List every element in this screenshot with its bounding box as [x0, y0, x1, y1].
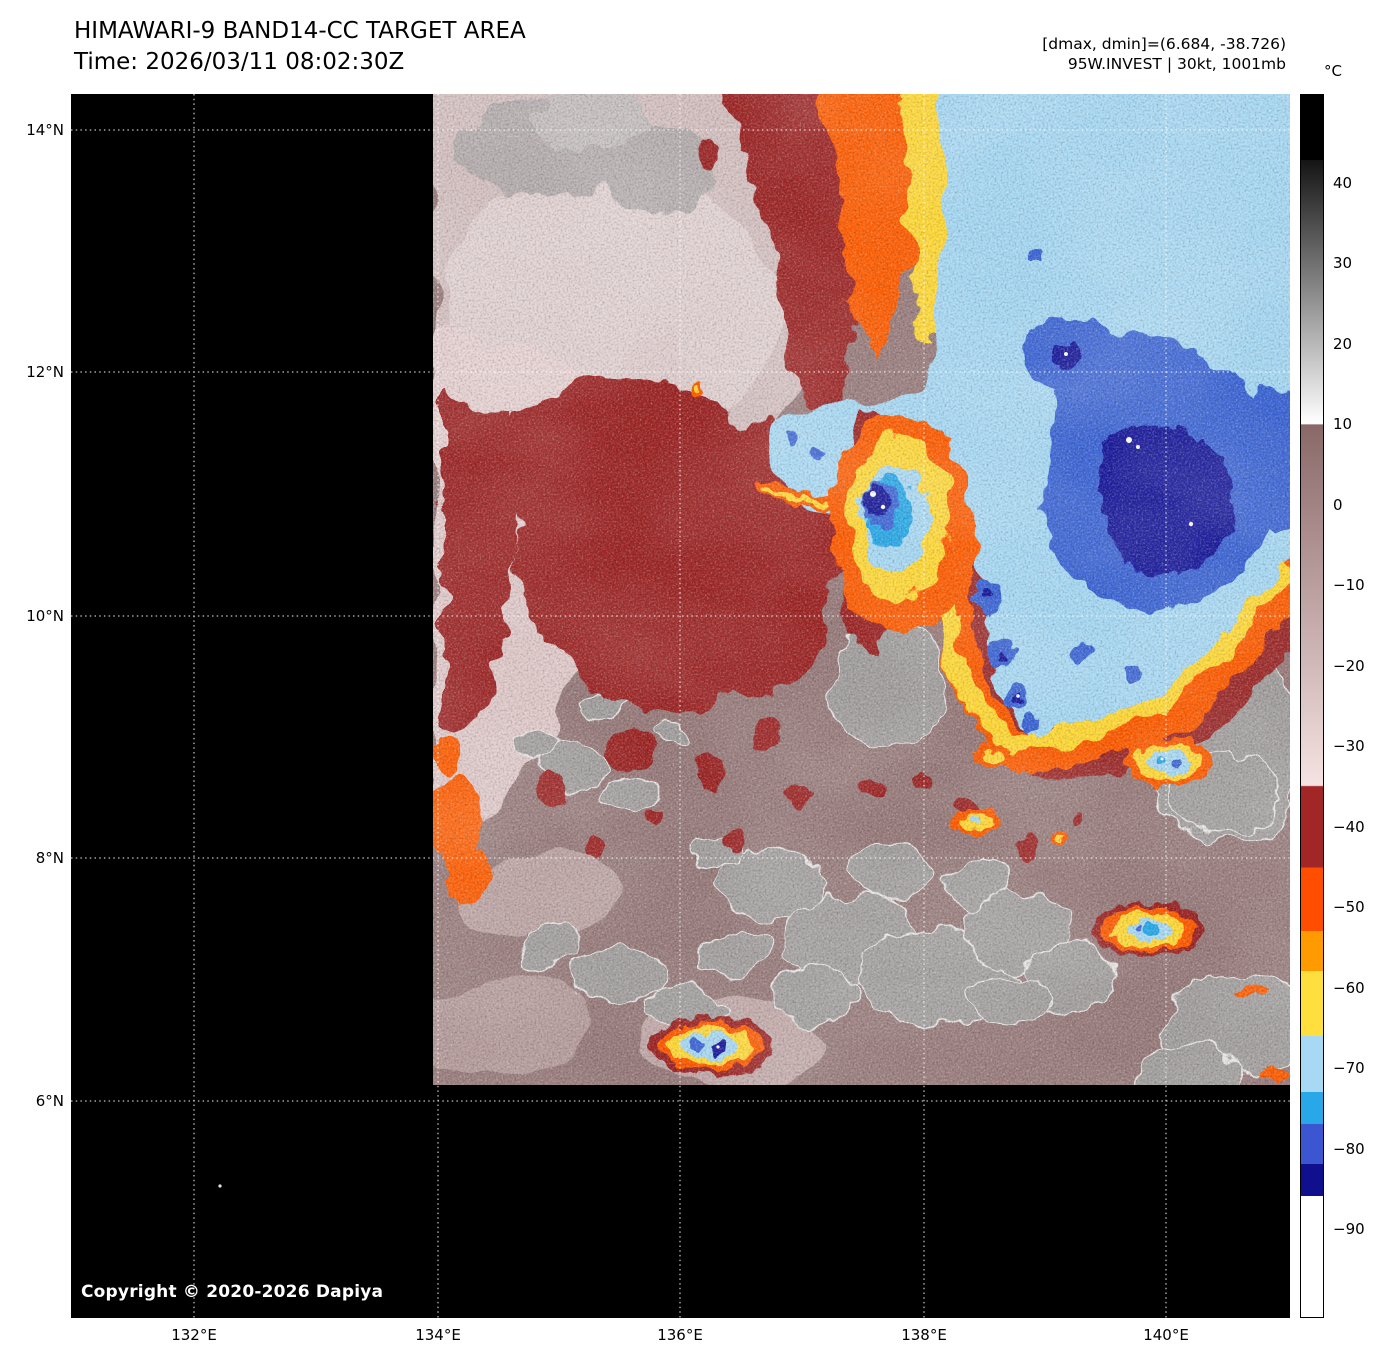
lat-tick-label: 14°N [26, 121, 64, 139]
texture-overlays [433, 94, 1290, 1085]
plot-title: HIMAWARI-9 BAND14-CC TARGET AREA Time: 2… [74, 16, 526, 78]
title-line-2: Time: 2026/03/11 08:02:30Z [74, 49, 405, 75]
lon-tick-label: 136°E [657, 1326, 703, 1344]
dmax-dmin-readout: [dmax, dmin]=(6.684, -38.726) [1042, 35, 1286, 53]
storm-info-readout: 95W.INVEST | 30kt, 1001mb [1067, 55, 1286, 73]
colorbar-tick-label: −80 [1333, 1140, 1365, 1158]
colorbar-tick-label: −20 [1333, 657, 1365, 675]
colorbar-tick-label: −50 [1333, 898, 1365, 916]
lon-tick-label: 138°E [901, 1326, 947, 1344]
colorbar-tick-label: 40 [1333, 174, 1353, 192]
lon-tick-label: 140°E [1143, 1326, 1189, 1344]
lat-tick-label: 8°N [35, 849, 64, 867]
colorbar-gradient [1300, 94, 1324, 1318]
colorbar-tick-label: 20 [1333, 335, 1353, 353]
header-annotations: [dmax, dmin]=(6.684, -38.726) 95W.INVEST… [1042, 34, 1286, 74]
colorbar-tick-label: −30 [1333, 737, 1365, 755]
colorbar-tick-label: −10 [1333, 576, 1365, 594]
lat-tick-label: 12°N [26, 363, 64, 381]
colorbar-tick-label: −90 [1333, 1220, 1365, 1238]
lon-tick-label: 132°E [171, 1326, 217, 1344]
map-plot-area: Copyright © 2020-2026 Dapiya [71, 94, 1290, 1318]
colorbar-tick-label: −60 [1333, 979, 1365, 997]
satellite-data-region [433, 94, 1290, 1085]
star-speck [218, 1184, 222, 1188]
lon-tick-label: 134°E [415, 1326, 461, 1344]
satellite-scene [71, 94, 1290, 1318]
colorbar-tick-label: 10 [1333, 415, 1353, 433]
colorbar-tick-label: 30 [1333, 254, 1353, 272]
colorbar-tick-label: 0 [1333, 496, 1343, 514]
title-line-1: HIMAWARI-9 BAND14-CC TARGET AREA [74, 18, 526, 44]
copyright-text: Copyright © 2020-2026 Dapiya [81, 1282, 384, 1302]
lat-tick-label: 10°N [26, 607, 64, 625]
graticule-gridlines [71, 94, 1290, 1318]
colorbar-tick-label: −40 [1333, 818, 1365, 836]
colorbar-tick-label: −70 [1333, 1059, 1365, 1077]
lat-tick-label: 6°N [35, 1092, 64, 1110]
colorbar-unit-label: °C [1324, 62, 1342, 80]
